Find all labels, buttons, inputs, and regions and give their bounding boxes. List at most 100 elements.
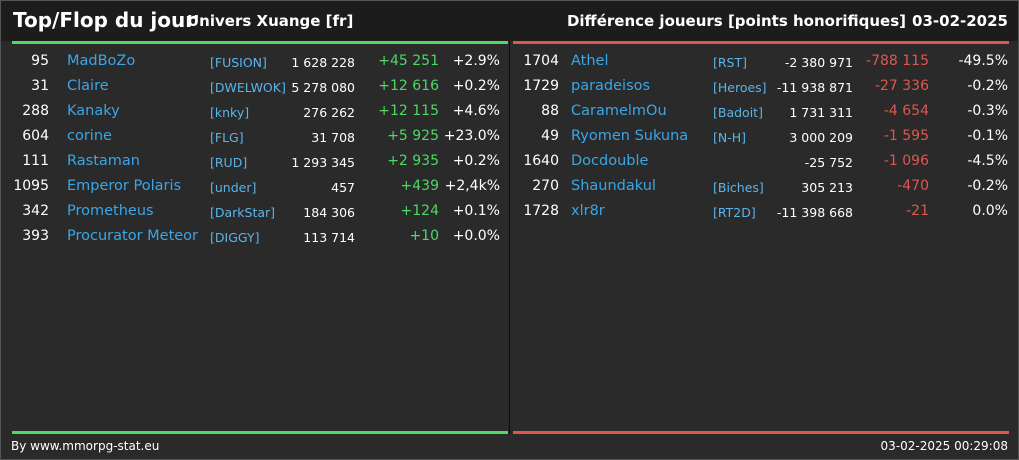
flop-row: 49 Ryomen Sukuna [N-H] 3 000 209 -1 595 … (511, 124, 1011, 149)
points-percent: +23.0% (443, 128, 500, 144)
player-name-link[interactable]: Athel (571, 53, 609, 69)
flop-row: 1729 paradeisos [Heroes] -11 938 871 -27… (511, 74, 1011, 99)
guild-tag-link[interactable]: [DarkStar] (210, 205, 276, 220)
points-percent: -0.2% (967, 178, 1008, 194)
flop-row: 1704 Athel [RST] -2 380 971 -788 115 -49… (511, 49, 1011, 74)
top-list: 95 MadBoZo [FUSION] 1 628 228 +45 251 +2… (1, 49, 501, 249)
guild-tag-link[interactable]: [DWELWOK] (210, 80, 286, 95)
player-name-link[interactable]: Claire (67, 78, 109, 94)
points-diff: -788 115 (866, 53, 929, 69)
bottom-divider-red (513, 431, 1009, 434)
player-points: 184 306 (303, 205, 355, 220)
points-diff: -470 (897, 178, 929, 194)
player-rank: 1095 (13, 178, 49, 194)
points-diff: -27 336 (874, 78, 929, 94)
page-title: Top/Flop du jour (13, 8, 196, 32)
points-diff: +45 251 (378, 53, 439, 69)
guild-tag-link[interactable]: [RUD] (210, 155, 248, 170)
guild-tag-link[interactable]: [under] (210, 180, 257, 195)
points-diff: +5 925 (387, 128, 439, 144)
player-rank: 1729 (523, 78, 559, 94)
player-rank: 31 (31, 78, 49, 94)
generated-timestamp: 03-02-2025 00:29:08 (880, 439, 1008, 453)
points-percent: -0.2% (967, 78, 1008, 94)
player-points: 31 708 (311, 130, 355, 145)
player-points: 1 731 311 (789, 105, 853, 120)
points-percent: +2.9% (452, 53, 500, 69)
player-name-link[interactable]: corine (67, 128, 112, 144)
points-diff: -1 595 (883, 128, 929, 144)
points-percent: 0.0% (972, 203, 1008, 219)
guild-tag-link[interactable]: [RST] (713, 55, 748, 70)
player-name-link[interactable]: Kanaky (67, 103, 120, 119)
points-percent: +0.2% (452, 78, 500, 94)
player-name-link[interactable]: Procurator Meteor (67, 228, 199, 244)
bottom-divider-green (12, 431, 508, 434)
points-diff: +2 935 (387, 153, 439, 169)
player-points: 3 000 209 (789, 130, 853, 145)
player-points: -11 938 871 (776, 80, 853, 95)
points-diff: -1 096 (883, 153, 929, 169)
player-rank: 393 (22, 228, 49, 244)
player-name-link[interactable]: Docdouble (571, 153, 649, 169)
points-percent: +4.6% (452, 103, 500, 119)
guild-tag-link[interactable]: [Heroes] (713, 80, 767, 95)
player-rank: 1704 (523, 53, 559, 69)
top-row: 95 MadBoZo [FUSION] 1 628 228 +45 251 +2… (1, 49, 501, 74)
player-name-link[interactable]: Shaundakul (571, 178, 656, 194)
flop-row: 1640 Docdouble -25 752 -1 096 -4.5% (511, 149, 1011, 174)
flop-list: 1704 Athel [RST] -2 380 971 -788 115 -49… (511, 49, 1011, 224)
player-points: 1 293 345 (291, 155, 355, 170)
player-rank: 88 (541, 103, 559, 119)
top-row: 342 Prometheus [DarkStar] 184 306 +124 +… (1, 199, 501, 224)
player-name-link[interactable]: MadBoZo (67, 53, 136, 69)
header-bar: Top/Flop du jour Univers Xuange [fr] Dif… (1, 1, 1018, 41)
player-rank: 342 (22, 203, 49, 219)
top-row: 111 Rastaman [RUD] 1 293 345 +2 935 +0.2… (1, 149, 501, 174)
player-points: 113 714 (303, 230, 355, 245)
guild-tag-link[interactable]: [FUSION] (210, 55, 267, 70)
top-row: 31 Claire [DWELWOK] 5 278 080 +12 616 +0… (1, 74, 501, 99)
player-points: 305 213 (801, 180, 853, 195)
player-points: -25 752 (804, 155, 853, 170)
guild-tag-link[interactable]: [FLG] (210, 130, 244, 145)
top-row: 604 corine [FLG] 31 708 +5 925 +23.0% (1, 124, 501, 149)
guild-tag-link[interactable]: [RT2D] (713, 205, 756, 220)
site-credit-link[interactable]: By www.mmorpg-stat.eu (11, 439, 160, 453)
player-rank: 111 (22, 153, 49, 169)
player-points: -11 398 668 (776, 205, 853, 220)
top-row: 1095 Emperor Polaris [under] 457 +439 +2… (1, 174, 501, 199)
header-date: 03-02-2025 (912, 12, 1008, 30)
points-percent: +0.0% (452, 228, 500, 244)
player-points: 457 (331, 180, 355, 195)
points-percent: -0.1% (967, 128, 1008, 144)
points-diff: -4 654 (883, 103, 929, 119)
flop-row: 1728 xlr8r [RT2D] -11 398 668 -21 0.0% (511, 199, 1011, 224)
player-name-link[interactable]: xlr8r (571, 203, 605, 219)
top-row: 288 Kanaky [knky] 276 262 +12 115 +4.6% (1, 99, 501, 124)
player-name-link[interactable]: CaramelmOu (571, 103, 667, 119)
points-percent: -4.5% (967, 153, 1008, 169)
guild-tag-link[interactable]: [N-H] (713, 130, 747, 145)
player-rank: 288 (22, 103, 49, 119)
player-name-link[interactable]: Rastaman (67, 153, 140, 169)
player-name-link[interactable]: Prometheus (67, 203, 154, 219)
player-rank: 49 (541, 128, 559, 144)
player-rank: 1728 (523, 203, 559, 219)
top-divider-red (513, 41, 1009, 44)
player-rank: 270 (532, 178, 559, 194)
points-diff: +439 (400, 178, 439, 194)
player-name-link[interactable]: Emperor Polaris (67, 178, 182, 194)
top-divider-green (12, 41, 508, 44)
flop-row: 88 CaramelmOu [Badoit] 1 731 311 -4 654 … (511, 99, 1011, 124)
guild-tag-link[interactable]: [Badoit] (713, 105, 763, 120)
player-rank: 1640 (523, 153, 559, 169)
guild-tag-link[interactable]: [knky] (210, 105, 250, 120)
guild-tag-link[interactable]: [DIGGY] (210, 230, 260, 245)
player-name-link[interactable]: paradeisos (571, 78, 651, 94)
points-diff: +12 115 (378, 103, 439, 119)
metric-label: Différence joueurs [points honorifiques] (566, 12, 906, 30)
guild-tag-link[interactable]: [Biches] (713, 180, 764, 195)
points-percent: -49.5% (958, 53, 1008, 69)
player-name-link[interactable]: Ryomen Sukuna (571, 128, 689, 144)
